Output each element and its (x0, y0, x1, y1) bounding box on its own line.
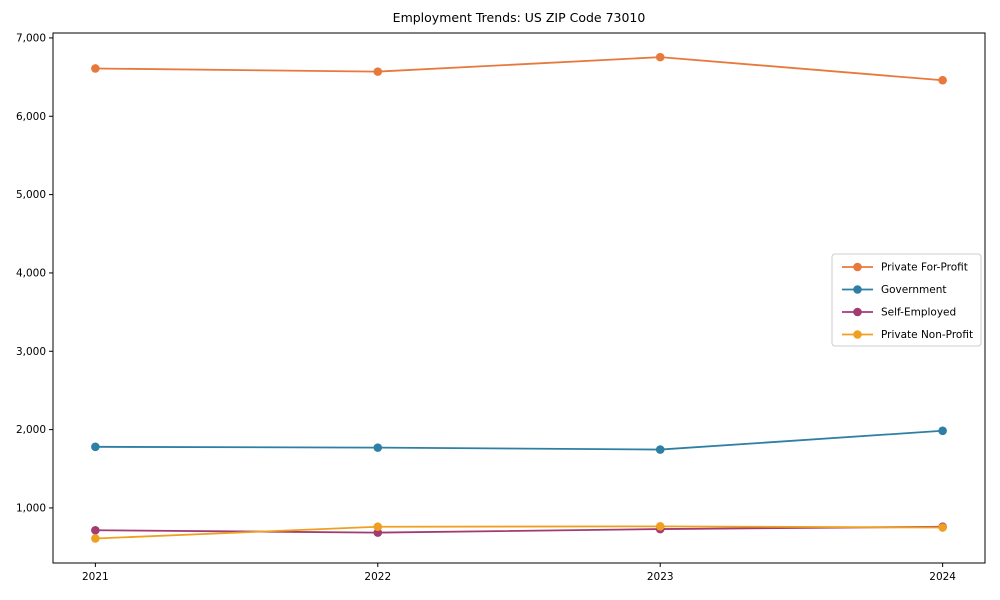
y-tick-label: 4,000 (16, 267, 46, 279)
data-point (655, 522, 665, 531)
data-point (91, 442, 100, 452)
y-tick-label: 1,000 (16, 502, 46, 514)
legend-item: Private For-Profit (842, 262, 968, 274)
series-line (95, 525, 943, 540)
legend-marker-dot (853, 285, 862, 294)
chart-title: Employment Trends: US ZIP Code 73010 (392, 10, 646, 25)
legend-marker-dot (853, 262, 862, 272)
data-point (91, 534, 100, 543)
y-tick-label: 2,000 (16, 424, 46, 436)
data-point (373, 67, 383, 76)
x-tick-label: 2022 (364, 571, 391, 583)
legend-box (831, 253, 982, 347)
x-tick-label: 2021 (82, 571, 109, 583)
data-point (655, 52, 665, 62)
data-point (91, 525, 100, 535)
data-point (373, 443, 383, 452)
legend-marker-dot (853, 307, 862, 317)
data-point (938, 426, 947, 436)
y-tick-label: 5,000 (16, 189, 46, 201)
legend-label: Private For-Profit (881, 262, 968, 274)
data-point (938, 75, 947, 85)
x-tick-label: 2023 (647, 571, 674, 583)
data-point (91, 64, 100, 73)
legend-item: Private Non-Profit (842, 329, 973, 341)
plot-border (52, 32, 986, 564)
legend-marker-dot (853, 330, 862, 339)
series-line (95, 429, 943, 451)
legend-item: Self-Employed (842, 307, 956, 319)
y-tick-label: 6,000 (16, 111, 46, 123)
x-tick-label: 2024 (929, 571, 956, 583)
legend-label: Government (881, 284, 946, 296)
legend-label: Self-Employed (881, 307, 956, 319)
y-tick-label: 7,000 (16, 32, 46, 44)
data-point (373, 522, 383, 532)
legend: Private For-Profit Government Self-Employe… (831, 253, 982, 347)
data-point (655, 445, 665, 454)
series-line (95, 525, 943, 534)
legend-label: Private Non-Profit (881, 329, 973, 341)
series-line (95, 56, 943, 82)
data-point (373, 528, 383, 537)
legend-item: Government (842, 284, 946, 296)
data-point (938, 523, 947, 532)
y-tick-label: 3,000 (16, 346, 46, 358)
